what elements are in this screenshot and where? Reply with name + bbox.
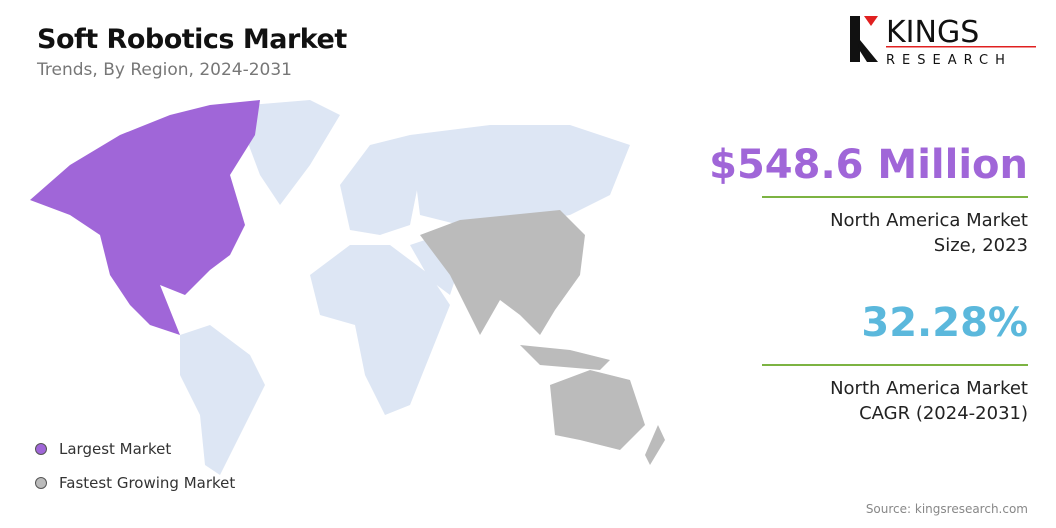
region-new-zealand	[645, 425, 665, 465]
legend-fastest-growing: Fastest Growing Market	[35, 474, 235, 492]
label-line: Size, 2023	[933, 235, 1028, 256]
region-indonesia	[520, 345, 610, 370]
cagr-value: 32.28%	[861, 300, 1028, 346]
divider	[762, 364, 1028, 366]
label-line: North America Market	[830, 210, 1028, 231]
region-europe	[340, 135, 420, 235]
divider	[762, 196, 1028, 198]
market-size-value: $548.6 Million	[709, 142, 1028, 188]
legend-dot-icon	[35, 443, 47, 455]
legend-largest-market: Largest Market	[35, 440, 171, 458]
region-australia	[550, 370, 645, 450]
region-asia-pacific	[420, 210, 585, 335]
page-subtitle: Trends, By Region, 2024-2031	[37, 60, 292, 80]
label-line: North America Market	[830, 378, 1028, 399]
page-title: Soft Robotics Market	[37, 24, 347, 55]
world-map	[30, 100, 665, 475]
market-size-label: North America Market Size, 2023	[830, 208, 1028, 258]
source-text: Source: kingsresearch.com	[865, 502, 1028, 516]
label-line: CAGR (2024-2031)	[859, 403, 1028, 424]
region-north-america	[30, 100, 260, 335]
legend-label: Largest Market	[59, 440, 172, 458]
legend-dot-icon	[35, 477, 47, 489]
region-russia	[410, 125, 630, 225]
region-greenland	[245, 100, 340, 205]
svg-text:RESEARCH: RESEARCH	[886, 53, 1012, 68]
region-south-america	[180, 325, 265, 475]
svg-text:KINGS: KINGS	[886, 15, 979, 50]
legend-label: Fastest Growing Market	[59, 474, 236, 492]
region-africa	[310, 245, 450, 415]
kings-research-logo: KINGS RESEARCH	[850, 15, 1036, 68]
cagr-label: North America Market CAGR (2024-2031)	[830, 376, 1028, 426]
